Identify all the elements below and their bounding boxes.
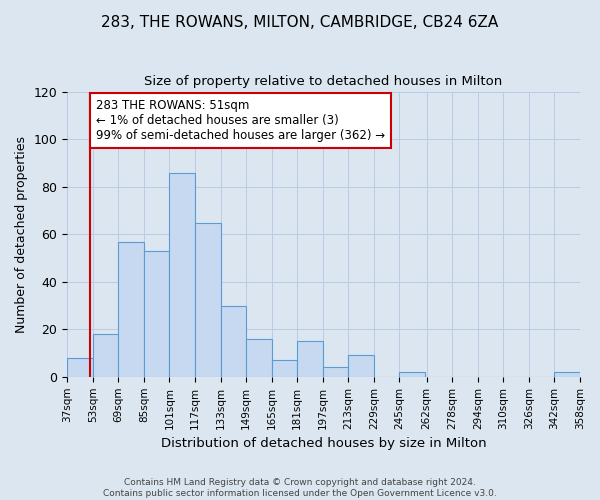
Text: Contains HM Land Registry data © Crown copyright and database right 2024.
Contai: Contains HM Land Registry data © Crown c… bbox=[103, 478, 497, 498]
Bar bbox=[554, 372, 580, 377]
X-axis label: Distribution of detached houses by size in Milton: Distribution of detached houses by size … bbox=[161, 437, 487, 450]
Bar bbox=[297, 341, 323, 377]
Text: 283 THE ROWANS: 51sqm
← 1% of detached houses are smaller (3)
99% of semi-detach: 283 THE ROWANS: 51sqm ← 1% of detached h… bbox=[96, 99, 385, 142]
Bar bbox=[221, 306, 246, 377]
Bar bbox=[195, 222, 221, 377]
Bar bbox=[272, 360, 297, 377]
Bar bbox=[144, 251, 169, 377]
Bar bbox=[323, 368, 349, 377]
Bar bbox=[93, 334, 118, 377]
Bar bbox=[169, 172, 195, 377]
Y-axis label: Number of detached properties: Number of detached properties bbox=[15, 136, 28, 333]
Bar bbox=[400, 372, 425, 377]
Bar bbox=[349, 356, 374, 377]
Bar bbox=[67, 358, 93, 377]
Text: 283, THE ROWANS, MILTON, CAMBRIDGE, CB24 6ZA: 283, THE ROWANS, MILTON, CAMBRIDGE, CB24… bbox=[101, 15, 499, 30]
Bar bbox=[246, 339, 272, 377]
Title: Size of property relative to detached houses in Milton: Size of property relative to detached ho… bbox=[145, 75, 503, 88]
Bar bbox=[118, 242, 144, 377]
